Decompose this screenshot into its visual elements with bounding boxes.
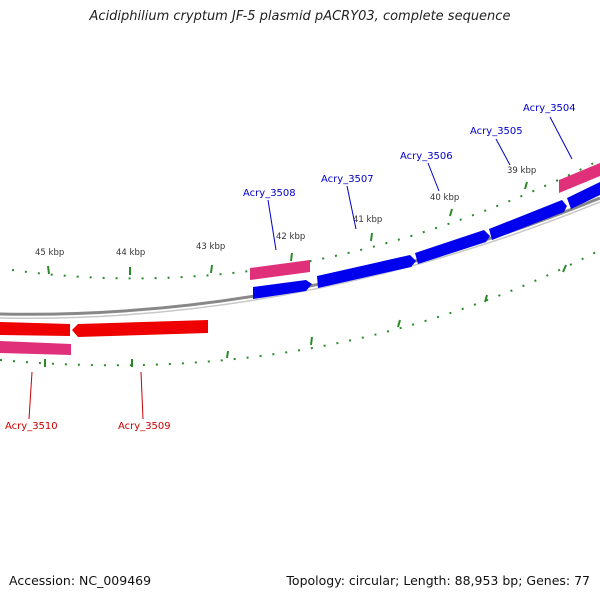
major-tick (210, 264, 213, 274)
major-tick (397, 319, 401, 328)
forward-leader-lines (267, 116, 573, 251)
kbp-label: 43 kbp (196, 242, 225, 252)
major-tick (290, 252, 293, 262)
gene-label-acry-3509: Acry_3509 (118, 421, 171, 432)
backbone-inner (0, 201, 600, 320)
leader-line (267, 199, 277, 251)
topology-summary: Topology: circular; Length: 88,953 bp; G… (286, 573, 590, 588)
kbp-label: 45 kbp (35, 248, 64, 258)
gene-feature-acry-3504 (559, 163, 600, 193)
gene-feature-acry-3510 (0, 341, 71, 355)
major-tick (562, 264, 567, 273)
leader-line (427, 162, 440, 192)
gene-label-acry-3504: Acry_3504 (523, 103, 576, 114)
gene-label-acry-3506: Acry_3506 (400, 151, 453, 162)
leader-line (140, 371, 144, 420)
kbp-scale-labels: 39 kbp 40 kbp 41 kbp 42 kbp 43 kbp 44 kb… (35, 166, 536, 258)
gene-label-acry-3510: Acry_3510 (5, 421, 58, 432)
outer-major-ticks (47, 181, 528, 275)
reverse-gene-labels: Acry_3510 Acry_3509 (5, 421, 171, 432)
leader-line (28, 371, 33, 420)
gene-label-acry-3505: Acry_3505 (470, 126, 523, 137)
leader-line (495, 138, 511, 166)
inner-tick-ring (0, 249, 600, 367)
major-tick (449, 208, 453, 217)
major-tick (226, 350, 229, 359)
major-tick (370, 232, 373, 242)
major-tick (310, 336, 313, 346)
cds-acry-3510 (0, 322, 70, 336)
inner-major-ticks (44, 264, 567, 367)
kbp-label: 40 kbp (430, 193, 459, 203)
cds-acry-3508 (253, 280, 312, 299)
cds-acry-3504 (567, 182, 600, 209)
kbp-label: 41 kbp (353, 215, 382, 225)
kbp-label: 42 kbp (276, 232, 305, 242)
cds-acry-3509 (72, 320, 208, 337)
accession-text: Accession: NC_009469 (9, 573, 152, 588)
gene-label-acry-3507: Acry_3507 (321, 174, 374, 185)
gene-label-acry-3508: Acry_3508 (243, 188, 296, 199)
forward-gene-labels: Acry_3504 Acry_3505 Acry_3506 Acry_3507 … (243, 103, 576, 199)
major-tick (524, 181, 528, 190)
leader-line (346, 185, 357, 230)
major-tick (484, 294, 488, 303)
reverse-leader-lines (28, 371, 144, 420)
cds-acry-3506 (415, 230, 490, 264)
cds-acry-3505 (489, 200, 567, 240)
major-tick (47, 265, 50, 275)
kbp-label: 44 kbp (116, 248, 145, 258)
map-title: Acidiphilium cryptum JF-5 plasmid pACRY0… (89, 9, 511, 24)
leader-line (549, 116, 573, 160)
cds-acry-3507 (317, 255, 416, 288)
backbone-outer (0, 196, 600, 316)
gene-feature-acry-3508 (250, 260, 310, 280)
kbp-label: 39 kbp (507, 166, 536, 176)
